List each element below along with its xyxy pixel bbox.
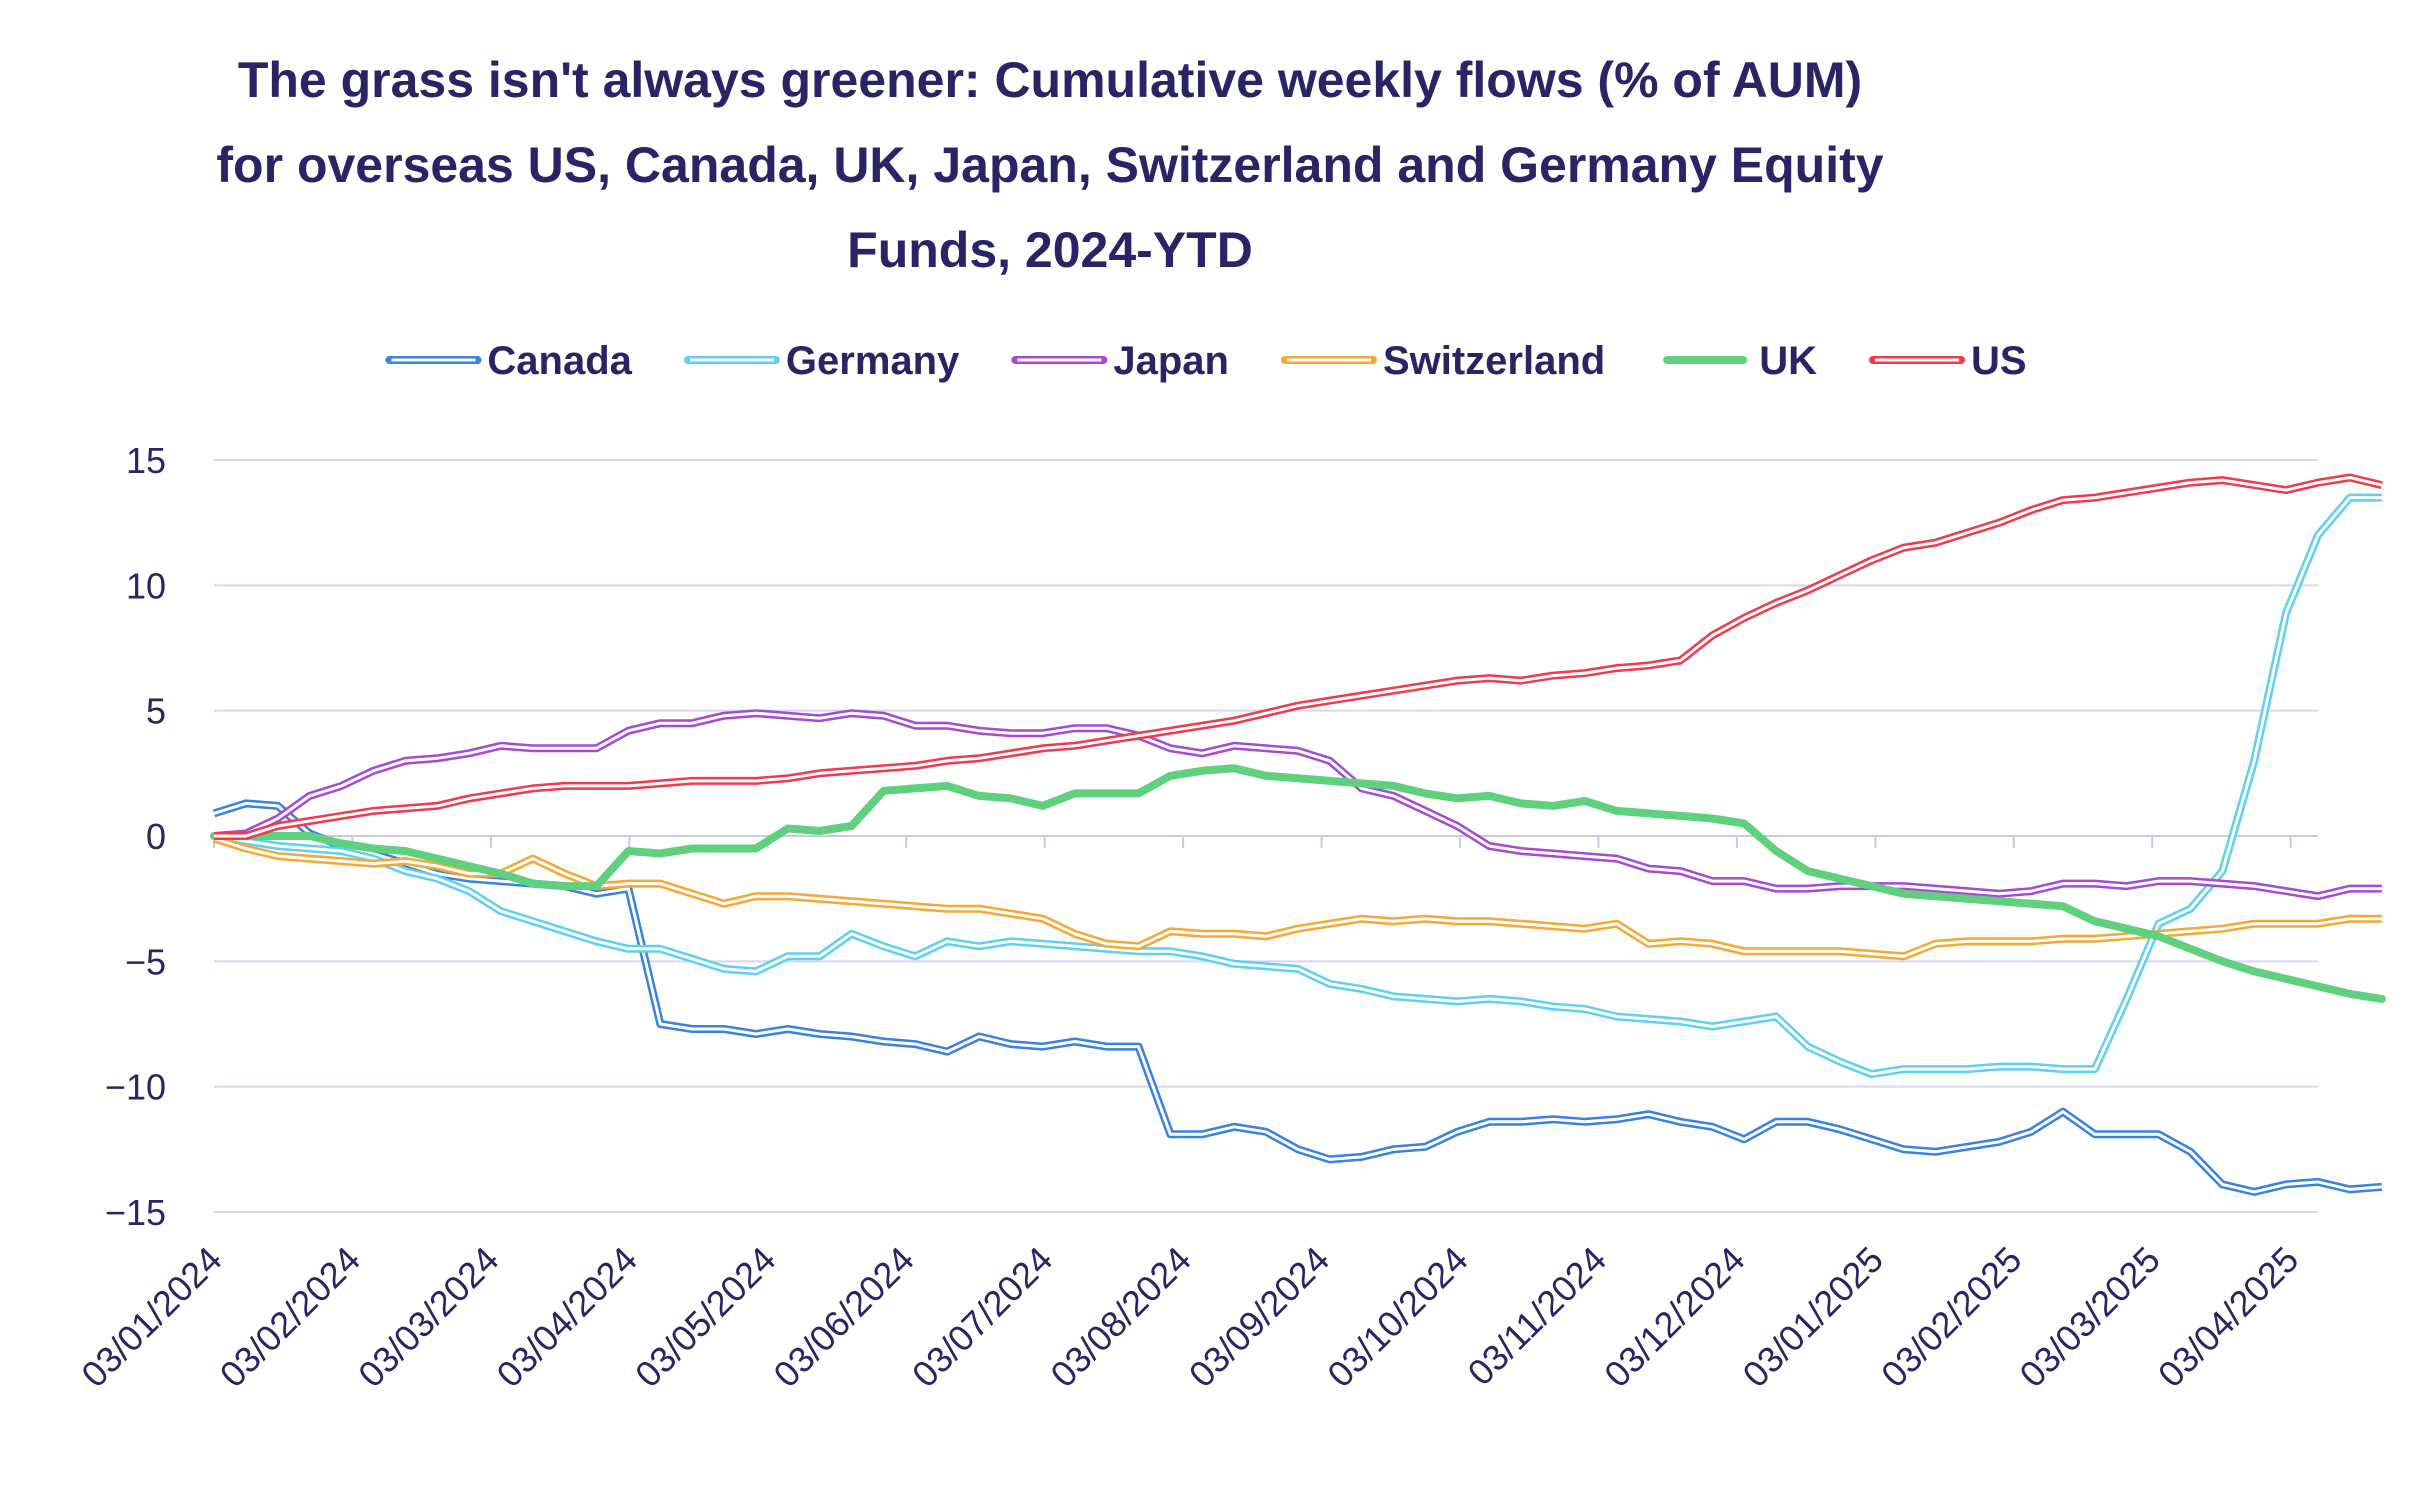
x-tick-label: 03/01/2025	[1735, 1239, 1891, 1395]
series-switzerland-inner	[213, 837, 2382, 958]
y-tick-label: −10	[105, 1067, 166, 1108]
series-japan-inner	[213, 711, 2382, 898]
x-axis: 03/01/202403/02/202403/03/202403/04/2024…	[73, 835, 2318, 1395]
legend: Canada Germany Japan Switzerland UK US	[385, 339, 2027, 383]
x-tick-label: 03/01/2024	[73, 1239, 229, 1395]
series-germany-line	[213, 493, 2382, 1079]
x-tick-label: 03/03/2024	[350, 1239, 506, 1395]
legend-label: Canada	[487, 339, 632, 383]
y-axis: 15 10 5 0 −5 −10 −15	[105, 440, 166, 1233]
x-tick-label: 03/06/2024	[765, 1239, 921, 1395]
x-tick-label: 03/04/2025	[2150, 1239, 2306, 1395]
legend-label: Japan	[1113, 339, 1229, 383]
legend-item-switzerland: Switzerland	[1280, 339, 1605, 383]
x-tick-label: 03/04/2024	[489, 1239, 645, 1395]
x-tick-label: 03/12/2024	[1596, 1239, 1752, 1395]
series-lines	[210, 473, 2386, 1196]
y-tick-label: 0	[146, 816, 166, 857]
legend-label: Switzerland	[1383, 339, 1605, 383]
x-tick-label: 03/11/2024	[1460, 1239, 1615, 1394]
legend-item-canada: Canada	[385, 339, 633, 383]
legend-label: UK	[1759, 339, 1817, 383]
series-switzerland-line	[212, 834, 2382, 961]
series-japan-path	[213, 709, 2382, 901]
y-tick-label: 10	[126, 565, 166, 606]
x-tick-label: 03/10/2024	[1319, 1239, 1475, 1395]
x-tick-label: 03/08/2024	[1042, 1239, 1198, 1395]
y-tick-label: −15	[105, 1192, 166, 1233]
y-tick-label: 15	[126, 440, 166, 481]
series-germany-inner	[213, 496, 2382, 1076]
series-uk-path	[210, 764, 2386, 1003]
x-tick-label: 03/02/2025	[1873, 1239, 2029, 1395]
x-tick-label: 03/02/2024	[212, 1239, 368, 1395]
x-tick-label: 03/03/2025	[2011, 1239, 2167, 1395]
x-tick-label: 03/09/2024	[1181, 1239, 1337, 1395]
legend-label: US	[1971, 339, 2027, 383]
legend-item-germany: Germany	[683, 339, 960, 383]
series-us-line	[214, 473, 2383, 840]
legend-item-us: US	[1869, 339, 2027, 383]
x-tick-label: 03/05/2024	[627, 1239, 783, 1395]
series-uk-line	[210, 764, 2386, 1003]
chart-title: The grass isn't always greener: Cumulati…	[216, 52, 1884, 278]
series-us-inner	[214, 476, 2383, 838]
legend-item-japan: Japan	[1011, 339, 1229, 383]
legend-label: Germany	[786, 339, 960, 383]
x-tick-label: 03/07/2024	[904, 1239, 1060, 1395]
series-japan-line	[213, 709, 2382, 901]
y-tick-label: 5	[146, 691, 166, 732]
y-tick-label: −5	[125, 941, 166, 982]
legend-item-uk: UK	[1663, 339, 1817, 383]
